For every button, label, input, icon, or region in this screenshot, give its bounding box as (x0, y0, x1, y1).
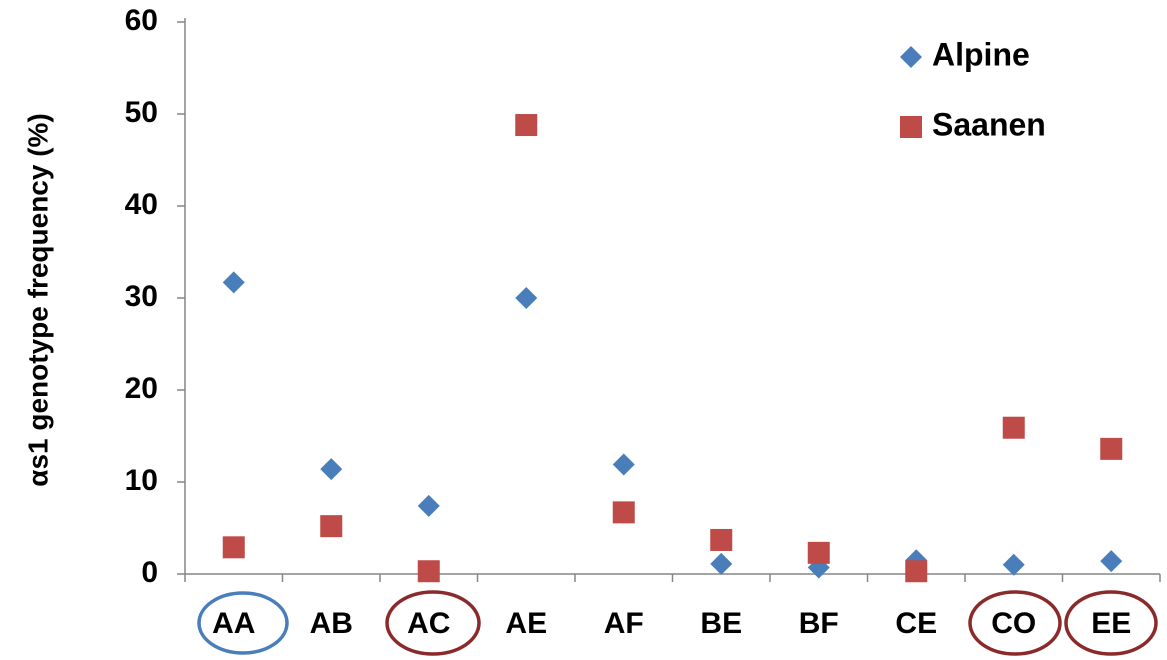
point (710, 529, 732, 551)
y-tick-label: 40 (125, 188, 158, 221)
y-tick-label: 50 (125, 96, 158, 129)
x-tick-label: BE (700, 607, 742, 640)
y-axis-title: αs1 genotype frequency (%) (22, 113, 53, 487)
legend-label: Saanen (932, 106, 1046, 142)
point (808, 542, 830, 564)
x-tick-label: AA (212, 607, 255, 640)
x-tick-label: EE (1091, 607, 1131, 640)
point (418, 560, 440, 582)
x-tick-label: BF (799, 607, 839, 640)
point (613, 501, 635, 523)
legend-marker (900, 116, 922, 138)
point (223, 536, 245, 558)
point (515, 114, 537, 136)
legend-marker (900, 46, 922, 68)
y-tick-label: 10 (125, 464, 158, 497)
y-tick-label: 60 (125, 4, 158, 37)
point (1003, 417, 1025, 439)
point (418, 495, 440, 517)
point (1100, 438, 1122, 460)
chart: αs1 genotype frequency (%) 0 10 20 30 40 50 60… (0, 0, 1167, 660)
y-tick-label: 20 (125, 372, 158, 405)
point (613, 454, 635, 476)
x-tick-label: AB (310, 607, 353, 640)
y-tick-label: 30 (125, 280, 158, 313)
point (320, 458, 342, 480)
point (1100, 550, 1122, 572)
x-tick-label: AE (505, 607, 547, 640)
point (515, 287, 537, 309)
point (1003, 554, 1025, 576)
point (223, 271, 245, 293)
x-tick-label: CO (991, 607, 1036, 640)
x-tick-label: AC (407, 607, 450, 640)
point (905, 560, 927, 582)
x-tick-label: CE (895, 607, 937, 640)
point (320, 515, 342, 537)
point (710, 553, 732, 575)
y-tick-label: 0 (141, 556, 158, 589)
x-tick-label: AF (604, 607, 644, 640)
legend-label: Alpine (932, 36, 1030, 72)
